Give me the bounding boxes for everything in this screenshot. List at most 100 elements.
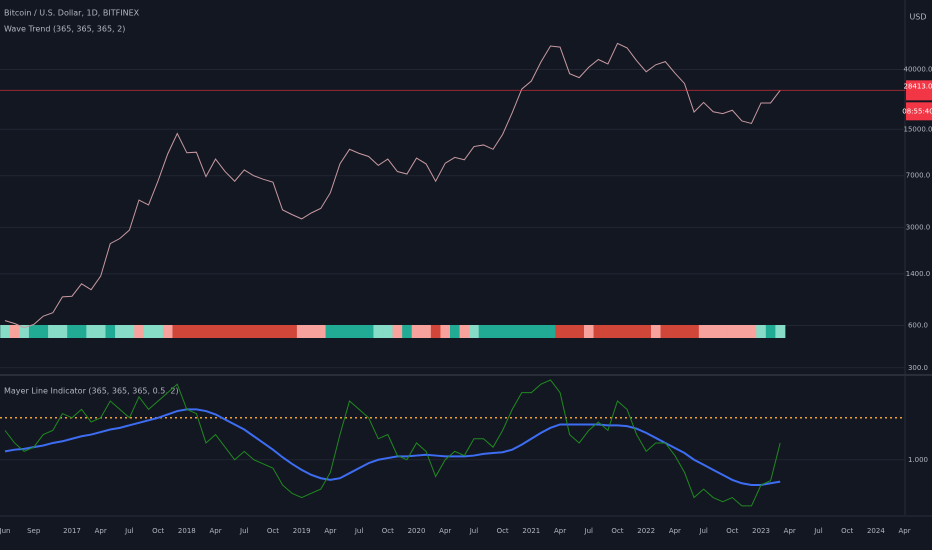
wave-trend-cell <box>325 325 336 338</box>
wave-trend-cell <box>717 325 728 338</box>
x-tick-label: 2018 <box>178 527 196 535</box>
wave-trend-cell <box>411 325 422 338</box>
x-tick-label: 2023 <box>752 527 770 535</box>
wave-trend-cell <box>95 325 106 338</box>
x-tick-label: Apr <box>209 527 221 535</box>
wave-trend-cell <box>124 325 135 338</box>
wave-trend-cell <box>48 325 59 338</box>
wave-trend-cell <box>373 325 384 338</box>
x-tick-label: 2022 <box>637 527 655 535</box>
wave-trend-cell <box>258 325 269 338</box>
series-line <box>4 408 781 486</box>
wave-trend-cell <box>430 325 441 338</box>
wave-trend-cell <box>344 325 355 338</box>
x-tick-label: Apr <box>95 527 107 535</box>
wave-trend-cell <box>277 325 288 338</box>
x-tick-label: Oct <box>267 527 279 535</box>
wave-trend-cell <box>421 325 432 338</box>
wave-trend-cell <box>287 325 298 338</box>
wave-trend-cell <box>172 325 183 338</box>
wave-trend-cell <box>28 325 39 338</box>
wave-trend-cell <box>306 325 317 338</box>
wave-trend-cell <box>583 325 594 338</box>
x-tick-label: Oct <box>382 527 394 535</box>
y-tick-label: 600.0 <box>908 322 928 330</box>
x-tick-label: Oct <box>841 527 853 535</box>
wave-trend-cell <box>708 325 719 338</box>
countdown-label: 08:55:40 <box>902 107 932 115</box>
x-tick-label: Apr <box>899 527 911 535</box>
wave-trend-cell <box>746 325 757 338</box>
y-tick-label: 300.0 <box>908 364 928 372</box>
y-tick-label: 15000.0 <box>904 125 932 133</box>
wave-trend-cell <box>9 325 20 338</box>
wave-trend-cell <box>564 325 575 338</box>
x-tick-label: Oct <box>152 527 164 535</box>
chart-title: Bitcoin / U.S. Dollar, 1D, BITFINEX <box>4 9 140 18</box>
x-tick-label: Jul <box>813 527 823 535</box>
wave-trend-cell <box>335 325 346 338</box>
wave-trend-cell <box>239 325 250 338</box>
wave-trend-cell <box>296 325 307 338</box>
x-tick-label: Apr <box>439 527 451 535</box>
wave-trend-cell <box>182 325 193 338</box>
x-tick-label: Apr <box>554 527 566 535</box>
wave-trend-cell <box>698 325 709 338</box>
wave-trend-cell <box>641 325 652 338</box>
wave-trend-cell <box>631 325 642 338</box>
wave-trend-cell <box>38 325 49 338</box>
x-tick-label: Oct <box>726 527 738 535</box>
wave-trend-cell <box>383 325 393 338</box>
wave-trend-cell <box>526 325 537 338</box>
x-tick-label: Sep <box>27 527 41 535</box>
wave-trend-cell <box>134 325 145 338</box>
x-tick-label: Apr <box>324 527 336 535</box>
wave-trend-cell <box>727 325 738 338</box>
indicator-title: Mayer Line Indicator (365, 365, 365, 0.5… <box>4 387 179 396</box>
wave-trend-cell <box>545 325 556 338</box>
last-price-box <box>906 80 932 101</box>
wave-trend-cell <box>0 325 11 338</box>
x-tick-label: 2019 <box>293 527 311 535</box>
wave-trend-cell <box>19 325 30 338</box>
x-tick-label: Oct <box>611 527 623 535</box>
wave-trend-cell <box>210 325 221 338</box>
x-tick-label: Apr <box>669 527 681 535</box>
wave-trend-cell <box>469 325 480 338</box>
x-tick-label: Jun <box>0 527 10 535</box>
wave-trend-cell <box>450 325 460 338</box>
y-tick-label: 3000.0 <box>906 223 931 231</box>
wave-trend-cell <box>354 325 365 338</box>
wave-trend-cell <box>612 325 623 338</box>
x-tick-label: Apr <box>784 527 796 535</box>
wave-trend-cell <box>555 325 566 338</box>
wave-trend-cell <box>67 325 78 338</box>
wave-trend-cell <box>478 325 489 338</box>
wave-trend-cell <box>363 325 374 338</box>
currency-label: USD <box>909 13 926 22</box>
wave-trend-cell <box>593 325 604 338</box>
x-tick-label: 2024 <box>867 527 885 535</box>
x-tick-label: Jul <box>584 527 594 535</box>
wave-trend-cell <box>756 325 767 338</box>
wave-trend-cell <box>153 325 164 338</box>
wave-trend-cell <box>115 325 126 338</box>
wave-trend-cell <box>765 325 776 338</box>
wave-trend-cell <box>229 325 240 338</box>
countdown-box <box>906 102 932 121</box>
wave-trend-cell <box>86 325 97 338</box>
wave-trend-cell <box>392 325 403 338</box>
x-tick-label: Jul <box>124 527 134 535</box>
wave-trend-cell <box>220 325 231 338</box>
x-tick-label: 2021 <box>522 527 540 535</box>
wave-trend-cell <box>622 325 633 338</box>
x-tick-label: Oct <box>497 527 509 535</box>
x-tick-label: 2020 <box>408 527 426 535</box>
wave-trend-cell <box>57 325 68 338</box>
wave-trend-cell <box>507 325 518 338</box>
y-tick-label: 7000.0 <box>906 172 931 180</box>
wave-trend-cell <box>459 325 470 338</box>
wave-trend-cell <box>737 325 748 338</box>
wave-trend-cell <box>497 325 508 338</box>
